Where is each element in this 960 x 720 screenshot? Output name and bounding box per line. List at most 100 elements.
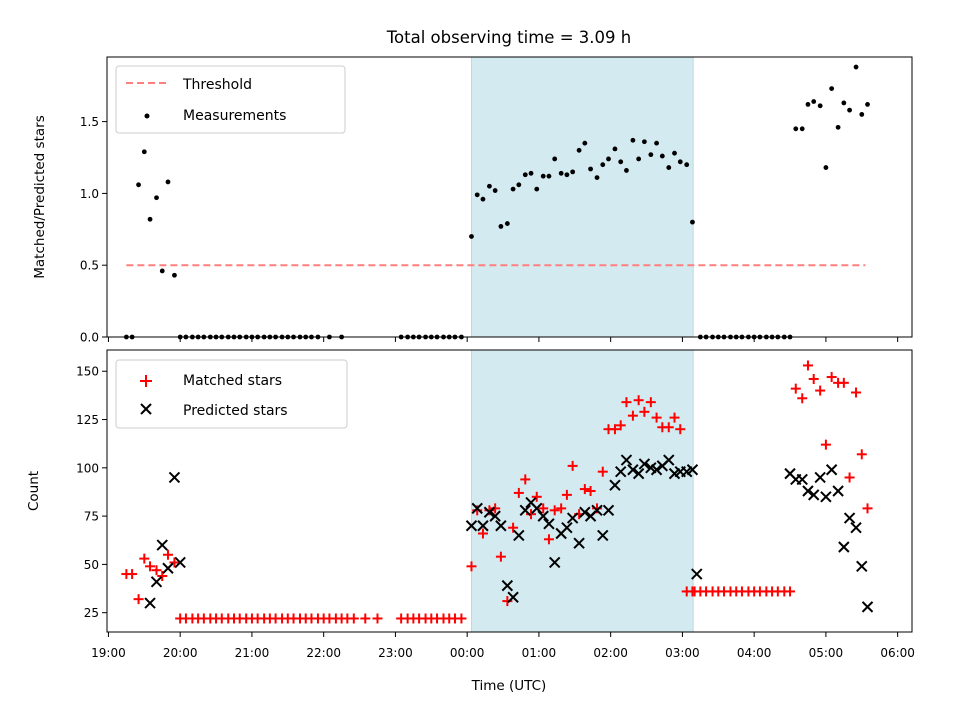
x-tick-label: 01:00 (522, 646, 557, 660)
y-tick-label: 0.5 (80, 259, 99, 273)
y-tick-label: 125 (76, 413, 99, 427)
predicted-star-marker (513, 529, 525, 542)
predicted-star-marker (691, 568, 703, 580)
measurement-point (690, 219, 695, 225)
matched-star-marker (466, 561, 477, 572)
measurements-series (123, 64, 870, 340)
predicted-star-stroke-b (802, 485, 814, 497)
matched-star-marker (844, 472, 855, 483)
predicted-star-stroke-b (465, 520, 478, 532)
measurement-point (141, 149, 147, 155)
predicted-stars-series (144, 454, 874, 613)
top-legend-box (115, 65, 346, 134)
measurement-point (540, 173, 546, 179)
matched-star-marker (549, 505, 560, 516)
predicted-star-marker (814, 471, 826, 484)
measurement-point (558, 170, 564, 176)
measurement-point (510, 186, 516, 192)
matched-star-marker (456, 613, 467, 624)
count-panel: 25 50 75 100 125 150 19:00 20:00 21:00 22:00 23:0… (26, 349, 915, 694)
measurement-point (817, 103, 823, 109)
predicted-star-marker (861, 601, 874, 613)
ratio-panel: 0.0 0.5 1.0 1.5 Matched/Predicted stars Thr… (32, 56, 913, 345)
predicted-star-marker (465, 520, 478, 532)
matched-star-marker (567, 460, 578, 471)
predicted-star-marker (174, 556, 186, 569)
predicted-star-stroke-b (150, 576, 163, 588)
predicted-star-marker (501, 579, 514, 592)
predicted-star-marker (537, 510, 549, 522)
matched-star-marker (802, 360, 813, 371)
measurement-point (841, 100, 847, 106)
measurement-point (823, 165, 829, 170)
predicted-star-marker (802, 485, 814, 497)
predicted-star-stroke-b (566, 512, 579, 524)
legend-measurements-label: Measurements (183, 108, 286, 124)
legend-matched-label: Matched stars (183, 373, 282, 389)
measurement-point (504, 221, 510, 226)
predicted-star-stroke-b (531, 502, 543, 515)
measurement-point (659, 153, 665, 159)
y-tick-label: 75 (84, 510, 99, 524)
predicted-star-stroke-b (548, 556, 561, 569)
x-tick-label: 04:00 (737, 646, 772, 660)
x-tick-label: 20:00 (163, 646, 198, 660)
y-tick-label: 150 (76, 365, 99, 379)
predicted-star-marker (566, 512, 579, 524)
matched-star-marker (360, 613, 371, 624)
predicted-star-marker (579, 506, 591, 518)
y-tick-label: 0.0 (80, 331, 99, 345)
bottom-legend-box (115, 359, 348, 429)
measurement-point (474, 192, 480, 198)
top-legend: Threshold Measurements (115, 65, 346, 134)
predicted-star-stroke-b (501, 579, 514, 592)
predicted-star-marker (489, 510, 501, 522)
predicted-star-stroke-b (507, 591, 519, 603)
x-tick-label: 02:00 (593, 646, 628, 660)
predicted-star-stroke-b (632, 467, 645, 480)
measurement-point (480, 196, 486, 202)
matched-star-marker (169, 557, 180, 568)
measurement-point (498, 224, 504, 229)
predicted-star-marker (820, 491, 832, 503)
bottom-axes-frame (106, 349, 913, 633)
measurement-point (582, 140, 588, 146)
predicted-star-stroke-b (144, 597, 156, 609)
legend-predicted-label: Predicted stars (183, 403, 288, 419)
measurement-point (684, 162, 690, 168)
measurement-point (492, 188, 498, 193)
predicted-star-stroke-b (602, 504, 615, 517)
matched-star-marker (663, 422, 674, 433)
matched-star-marker (785, 586, 796, 597)
predicted-star-stroke-b (519, 504, 531, 517)
matched-star-marker (139, 553, 150, 564)
matched-star-marker (495, 551, 506, 562)
x-tick-label: 06:00 (880, 646, 915, 660)
predicted-star-marker (620, 454, 633, 466)
matched-star-marker (502, 596, 513, 607)
matched-star-marker (151, 565, 162, 576)
measurement-point (865, 101, 870, 107)
predicted-star-stroke-b (573, 537, 585, 549)
measurement-point (630, 137, 636, 143)
x-tick-label: 22:00 (306, 646, 341, 660)
matched-star-marker (162, 549, 173, 560)
measurement-point (594, 175, 600, 181)
y-tick-label: 50 (84, 558, 99, 572)
predicted-star-marker (638, 458, 651, 470)
matched-star-marker (851, 387, 862, 398)
chart-title: Total observing time = 3.09 h (386, 28, 631, 47)
predicted-star-stroke-b (820, 491, 832, 503)
predicted-star-stroke-b (843, 512, 856, 524)
matched-star-marker (372, 613, 383, 624)
matched-star-marker (579, 484, 590, 495)
x-tick-label: 05:00 (809, 646, 844, 660)
measurement-point (172, 272, 177, 278)
matched-star-marker (490, 503, 501, 514)
bottom-y-axis-label: Count (26, 471, 42, 511)
matched-star-marker (513, 487, 524, 498)
measurement-point (576, 147, 582, 153)
predicted-star-marker (561, 521, 573, 534)
predicted-star-marker (144, 597, 156, 609)
matched-star-marker (556, 503, 567, 514)
